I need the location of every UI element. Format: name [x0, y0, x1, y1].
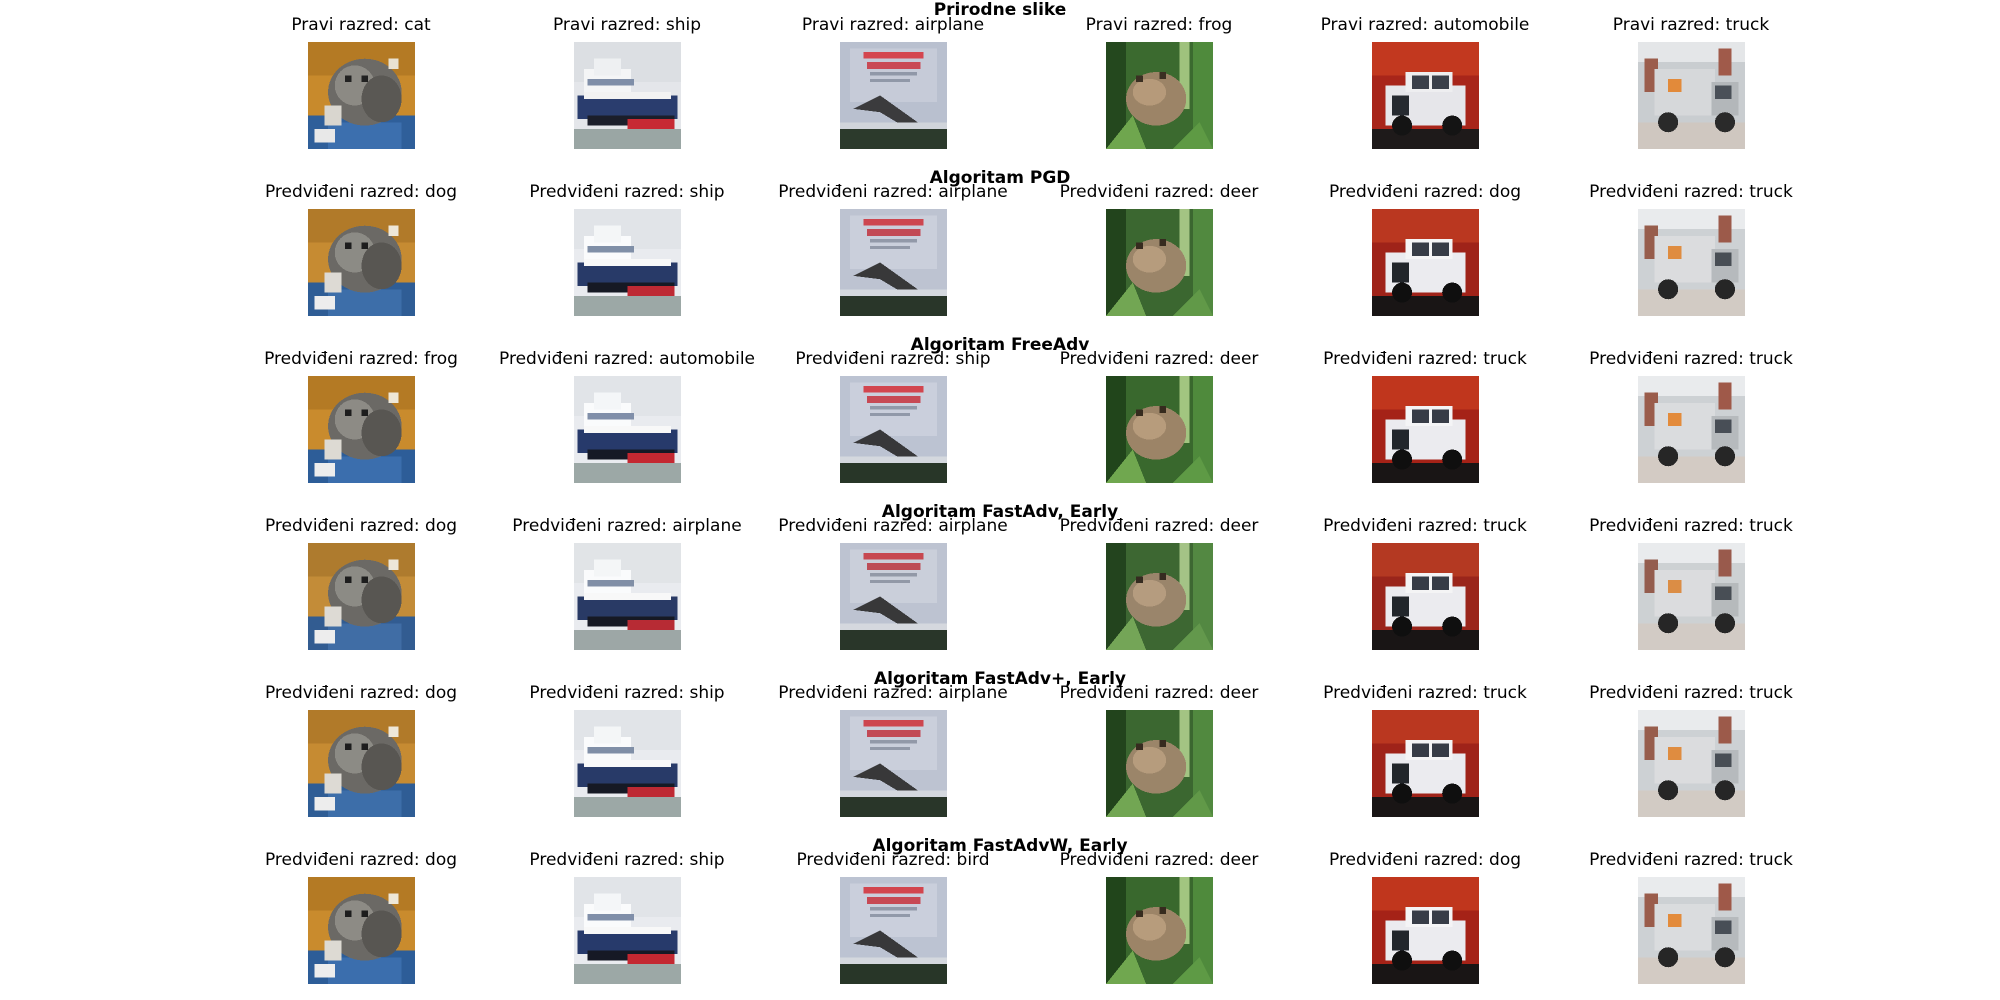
image-caption: Predviđeni razred: truck [1589, 182, 1793, 202]
image-caption: Pravi razred: cat [291, 15, 431, 35]
automobile-image [1371, 209, 1479, 316]
image-caption: Pravi razred: frog [1085, 15, 1233, 35]
image-caption: Predviđeni razred: dog [264, 683, 458, 703]
frog-image [1105, 710, 1213, 817]
image-caption: Predviđeni razred: dog [1328, 182, 1522, 202]
automobile-image [1371, 543, 1479, 650]
ship-image [573, 42, 681, 149]
row-title: Algoritam PGD [929, 168, 1071, 188]
image-caption: Predviđeni razred: truck [1323, 516, 1527, 536]
ship-image [573, 710, 681, 817]
image-caption: Pravi razred: ship [552, 15, 702, 35]
ship-image [573, 209, 681, 316]
truck-image [1637, 877, 1745, 984]
image-caption: Predviđeni razred: bird [796, 850, 990, 870]
frog-image [1105, 209, 1213, 316]
cat-image [307, 42, 415, 149]
image-caption: Predviđeni razred: airplane [778, 683, 1008, 703]
automobile-image [1371, 877, 1479, 984]
frog-image [1105, 376, 1213, 483]
airplane-image [839, 209, 947, 316]
row-title: Prirodne slike [933, 0, 1067, 20]
truck-image [1637, 42, 1745, 149]
image-caption: Predviđeni razred: truck [1323, 683, 1527, 703]
truck-image [1637, 376, 1745, 483]
airplane-image [839, 543, 947, 650]
image-caption: Predviđeni razred: automobile [499, 349, 755, 369]
frog-image [1105, 877, 1213, 984]
image-caption: Pravi razred: automobile [1320, 15, 1530, 35]
image-caption: Predviđeni razred: deer [1059, 349, 1259, 369]
truck-image [1637, 710, 1745, 817]
cat-image [307, 209, 415, 316]
image-caption: Predviđeni razred: ship [795, 349, 991, 369]
image-caption: Predviđeni razred: truck [1589, 516, 1793, 536]
image-caption: Predviđeni razred: dog [264, 182, 458, 202]
airplane-image [839, 710, 947, 817]
airplane-image [839, 877, 947, 984]
image-caption: Predviđeni razred: frog [264, 349, 458, 369]
cat-image [307, 877, 415, 984]
image-caption: Predviđeni razred: airplane [778, 182, 1008, 202]
image-caption: Predviđeni razred: truck [1589, 349, 1793, 369]
airplane-image [839, 376, 947, 483]
image-caption: Predviđeni razred: deer [1059, 516, 1259, 536]
row-title: Algoritam FastAdv+, Early [873, 669, 1126, 689]
truck-image [1637, 209, 1745, 316]
image-caption: Predviđeni razred: deer [1059, 850, 1259, 870]
image-caption: Pravi razred: airplane [801, 15, 985, 35]
frog-image [1105, 543, 1213, 650]
image-caption: Predviđeni razred: truck [1589, 683, 1793, 703]
image-caption: Predviđeni razred: truck [1323, 349, 1527, 369]
ship-image [573, 543, 681, 650]
image-caption: Predviđeni razred: ship [529, 182, 725, 202]
image-caption: Predviđeni razred: dog [264, 850, 458, 870]
automobile-image [1371, 42, 1479, 149]
image-caption: Predviđeni razred: deer [1059, 182, 1259, 202]
image-caption: Predviđeni razred: airplane [512, 516, 742, 536]
automobile-image [1371, 710, 1479, 817]
cat-image [307, 376, 415, 483]
row-title: Algoritam FastAdv, Early [881, 502, 1119, 522]
truck-image [1637, 543, 1745, 650]
image-caption: Pravi razred: truck [1612, 15, 1770, 35]
automobile-image [1371, 376, 1479, 483]
cat-image [307, 710, 415, 817]
frog-image [1105, 42, 1213, 149]
airplane-image [839, 42, 947, 149]
image-caption: Predviđeni razred: dog [264, 516, 458, 536]
image-caption: Predviđeni razred: airplane [778, 516, 1008, 536]
cat-image [307, 543, 415, 650]
image-caption: Predviđeni razred: truck [1589, 850, 1793, 870]
image-caption: Predviđeni razred: dog [1328, 850, 1522, 870]
row-title: Algoritam FreeAdv [910, 335, 1090, 355]
row-title: Algoritam FastAdvW, Early [872, 836, 1128, 856]
ship-image [573, 376, 681, 483]
image-caption: Predviđeni razred: ship [529, 850, 725, 870]
image-caption: Predviđeni razred: ship [529, 683, 725, 703]
ship-image [573, 877, 681, 984]
image-caption: Predviđeni razred: deer [1059, 683, 1259, 703]
